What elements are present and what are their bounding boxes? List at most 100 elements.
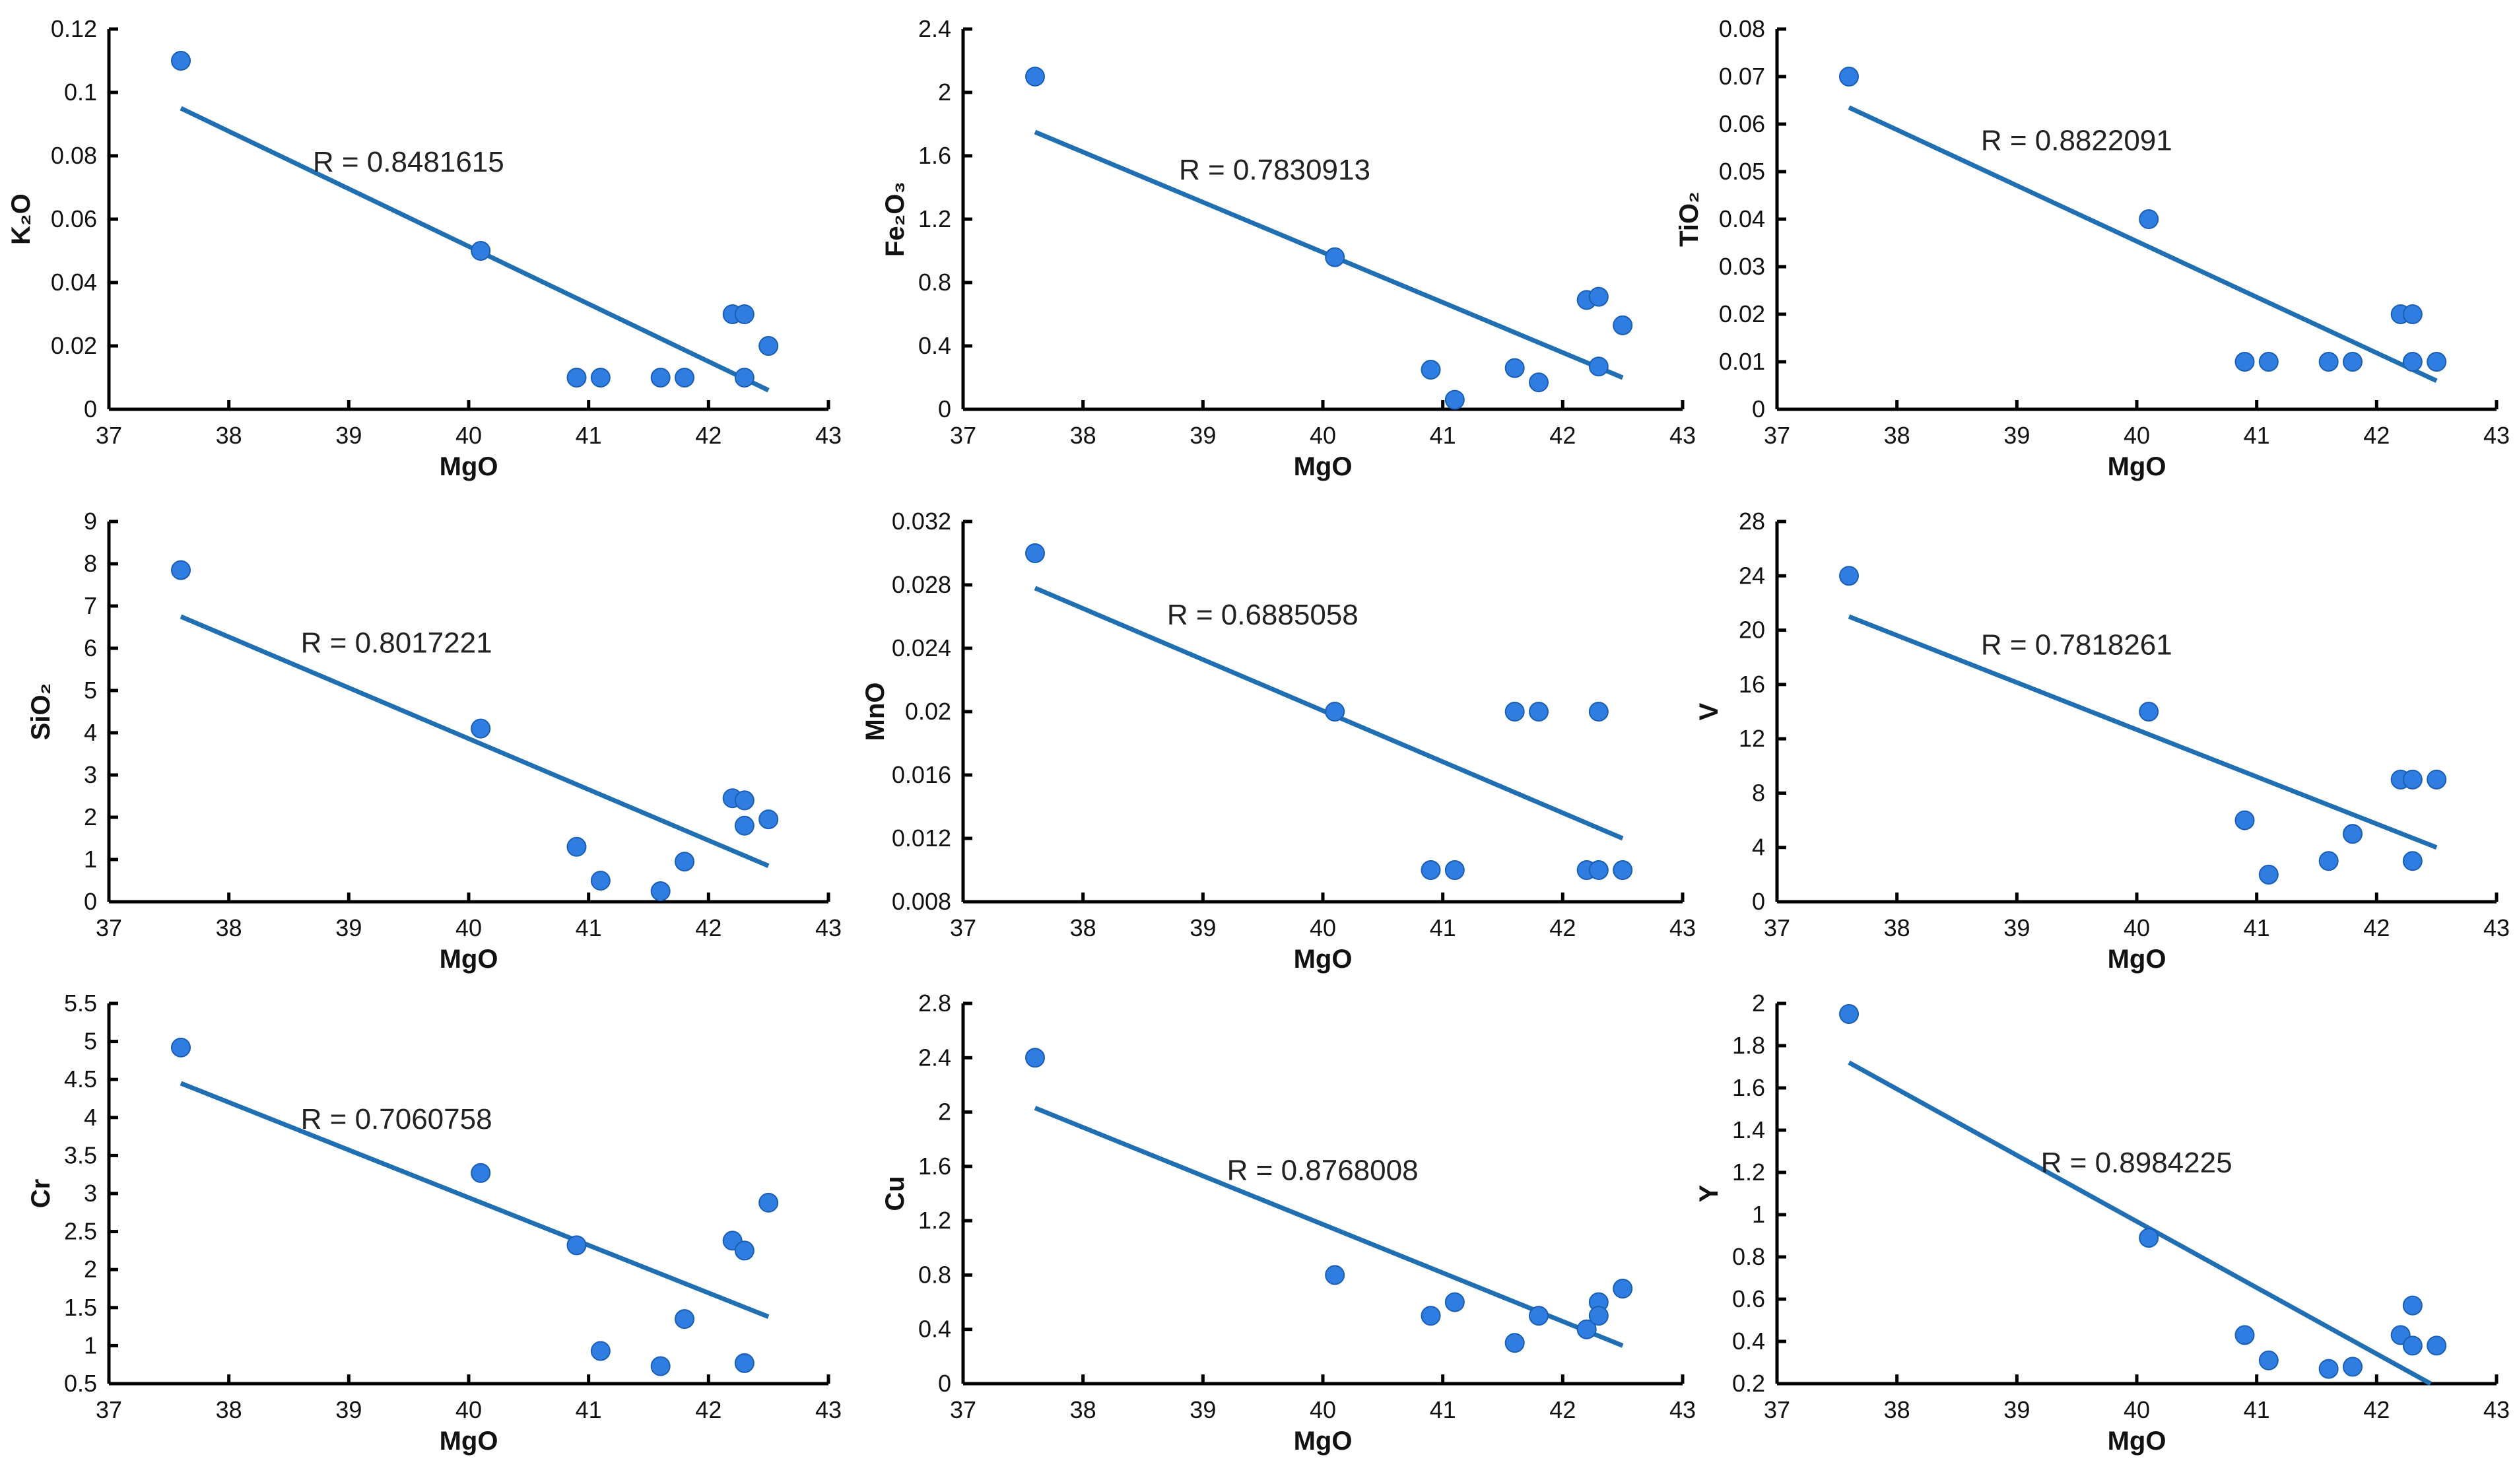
x-tick-label: 40: [455, 914, 482, 941]
correlation-label: R = 0.8822091: [1981, 125, 2172, 157]
y-tick-label: 1.4: [1732, 1116, 1765, 1143]
x-tick-label: 39: [335, 1396, 362, 1423]
y-tick-label: 0.8: [1732, 1243, 1765, 1270]
x-tick-label: 37: [96, 914, 122, 941]
y-tick-label: 0.028: [892, 571, 951, 598]
data-point: [171, 51, 191, 71]
data-point: [171, 560, 191, 580]
data-point: [2258, 352, 2279, 372]
y-tick-label: 0.04: [1719, 205, 1765, 232]
y-tick-label: 1: [84, 1332, 97, 1359]
data-point: [2258, 1350, 2279, 1370]
x-tick-label: 41: [1430, 422, 1456, 449]
x-tick-label: 38: [1884, 422, 1910, 449]
data-point: [2343, 824, 2363, 844]
x-tick-label: 39: [1190, 914, 1216, 941]
y-tick-label: 0: [84, 395, 97, 422]
trendline: [1034, 1106, 1624, 1348]
scatter-panel-4: 37 38 39 40 41 42 43 0.008 0.012 0.016 0.02 0.024 0.…: [861, 508, 1696, 974]
y-tick-label: 2.4: [918, 15, 951, 42]
data-point: [758, 336, 779, 356]
y-tick-label: 8: [84, 550, 97, 577]
y-tick-label: 1.2: [918, 1207, 951, 1234]
data-point: [1588, 287, 1609, 307]
y-tick-label: 0: [938, 395, 951, 422]
x-axis-label: MgO: [1294, 945, 1353, 974]
y-tick-label: 0.01: [1719, 348, 1765, 375]
y-tick-label: 0.5: [64, 1370, 97, 1397]
trendline: [1848, 614, 2438, 850]
y-tick-label: 0.032: [892, 508, 951, 535]
x-tick-label: 41: [2244, 1396, 2270, 1423]
y-axis-label: MnO: [861, 683, 890, 741]
data-point: [2402, 304, 2423, 324]
y-tick-label: 1.2: [1732, 1159, 1765, 1186]
data-point: [2234, 1325, 2255, 1345]
data-point: [1588, 860, 1609, 880]
correlation-label: R = 0.6885058: [1167, 599, 1359, 631]
y-tick-label: 3.5: [64, 1141, 97, 1168]
y-tick-label: 4.5: [64, 1065, 97, 1093]
y-axis-label: Fe₂O₃: [881, 182, 910, 257]
y-tick-label: 2.8: [918, 990, 951, 1017]
x-tick-label: 37: [950, 422, 976, 449]
x-tick-label: 41: [2244, 422, 2270, 449]
y-tick-label: 2: [1752, 990, 1765, 1017]
x-tick-label: 39: [2003, 914, 2030, 941]
x-tick-label: 37: [96, 422, 122, 449]
y-tick-label: 1.8: [1732, 1032, 1765, 1059]
trendline: [180, 1081, 770, 1319]
data-point: [1504, 702, 1525, 722]
y-tick-label: 0.07: [1719, 63, 1765, 90]
y-axis-label: SiO₂: [26, 683, 55, 741]
y-tick-label: 1: [1752, 1201, 1765, 1228]
x-tick-label: 39: [2003, 422, 2030, 449]
x-tick-label: 38: [1884, 1396, 1910, 1423]
x-tick-label: 41: [1430, 914, 1456, 941]
y-tick-label: 24: [1739, 562, 1765, 589]
y-tick-label: 0.024: [892, 634, 951, 661]
scatter-panel-7: 37 38 39 40 41 42 43 0 0.4 0.8 1.2 1.6 2 2.4 2.8 MgO Cu R…: [881, 990, 1696, 1456]
scatter-panel-3: 37 38 39 40 41 42 43 0 1 2 3 4 5 6 7 8 9 MgO SiO₂ R = 0.801…: [26, 508, 842, 974]
data-point: [675, 1309, 694, 1330]
data-point: [471, 241, 491, 261]
x-axis-label: MgO: [440, 452, 498, 481]
x-tick-label: 39: [335, 914, 362, 941]
y-tick-label: 16: [1739, 671, 1765, 698]
data-point: [1421, 860, 1441, 880]
x-tick-label: 37: [1764, 422, 1790, 449]
y-tick-label: 7: [84, 592, 97, 619]
y-tick-label: 6: [84, 634, 97, 661]
x-tick-label: 43: [2483, 914, 2510, 941]
data-point: [1444, 1292, 1465, 1312]
x-tick-label: 40: [2124, 914, 2150, 941]
data-point: [734, 815, 755, 836]
x-tick-label: 38: [1070, 1396, 1096, 1423]
data-point: [2402, 851, 2423, 871]
y-tick-label: 1.6: [918, 1153, 951, 1180]
data-point: [734, 1240, 755, 1261]
y-axis-label: Cr: [26, 1179, 55, 1208]
y-tick-label: 1.6: [918, 142, 951, 169]
y-tick-label: 1.6: [1732, 1074, 1765, 1101]
x-tick-label: 42: [1549, 1396, 1576, 1423]
x-tick-label: 38: [1884, 914, 1910, 941]
data-point: [675, 852, 694, 872]
y-tick-label: 4: [1752, 834, 1765, 861]
data-point: [590, 1341, 611, 1361]
y-tick-label: 5.5: [64, 990, 97, 1017]
data-point: [1025, 67, 1045, 86]
y-axis-label: Y: [1695, 1184, 1724, 1202]
y-tick-label: 2: [938, 79, 951, 106]
correlation-label: R = 0.7830913: [1179, 154, 1370, 186]
data-point: [1529, 1306, 1549, 1326]
y-tick-label: 1: [84, 846, 97, 873]
data-point: [171, 1037, 191, 1058]
x-tick-label: 41: [2244, 914, 2270, 941]
data-point: [1839, 67, 1859, 86]
y-tick-label: 0.2: [1732, 1370, 1765, 1397]
data-point: [1325, 702, 1345, 722]
data-point: [1325, 247, 1345, 267]
y-tick-label: 0.08: [51, 142, 97, 169]
